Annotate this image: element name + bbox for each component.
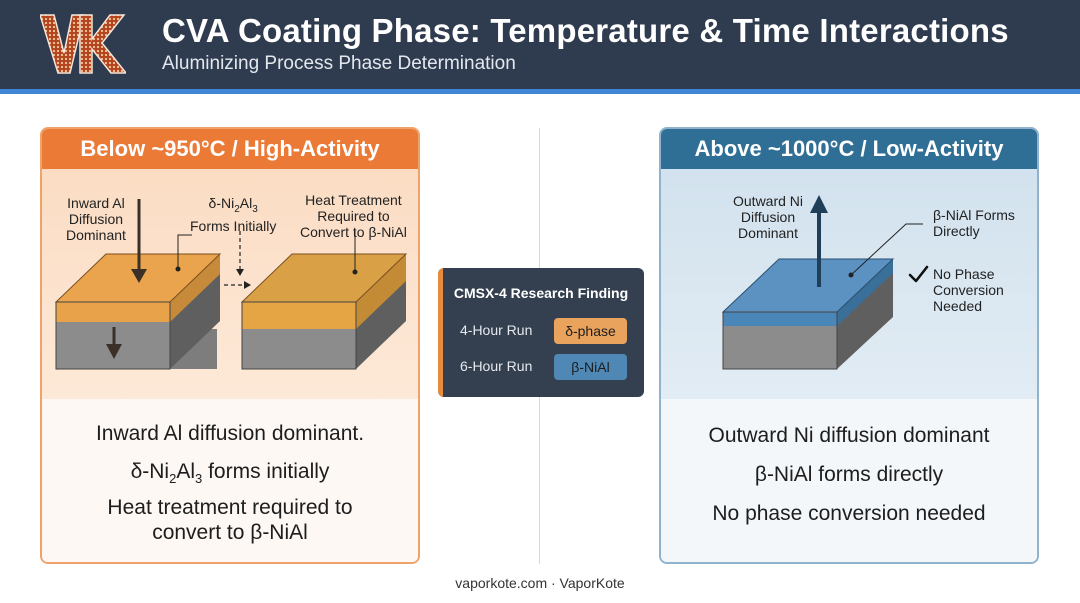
left-illustration: Inward Al Diffusion Dominant δ-Ni2Al3 Fo… <box>42 169 418 399</box>
inward-diffusion-label: Inward Al Diffusion Dominant <box>66 195 126 243</box>
right-panel-heading: Above ~1000°C / Low-Activity <box>661 129 1037 169</box>
left-body-line-2: δ-Ni2Al3 forms initially <box>130 460 330 487</box>
delta-forms-label: δ-Ni2Al3 Forms Initially <box>190 195 277 234</box>
coating-block-beta <box>721 258 895 370</box>
outward-diffusion-label: Outward Ni Diffusion Dominant <box>733 193 804 241</box>
right-illustration-svg <box>721 195 929 370</box>
page-title: CVA Coating Phase: Temperature & Time In… <box>162 12 1009 49</box>
down-arrow-icon <box>131 199 147 283</box>
up-arrow-icon <box>810 195 828 287</box>
header-accent-stripe <box>0 89 1080 94</box>
page-subtitle: Aluminizing Process Phase Determination <box>162 53 516 74</box>
right-body-line-3: No phase conversion needed <box>712 502 986 525</box>
no-conversion-label: No Phase Conversion Needed <box>933 266 1004 314</box>
footer-credit: vaporkote.com · VaporKote <box>455 575 625 591</box>
coating-block-delta <box>54 253 222 370</box>
left-panel-high-activity: Below ~950°C / High-Activity <box>40 127 420 564</box>
beta-forms-label: β-NiAl Forms Directly <box>933 207 1015 239</box>
finding-accent-stripe <box>438 268 443 397</box>
right-body-line-1: Outward Ni diffusion dominant <box>708 424 990 447</box>
right-illustration: Outward Ni Diffusion Dominant β-NiAl For… <box>661 169 1037 399</box>
dashed-arrow-icon <box>224 231 251 289</box>
phase-badge-beta: β-NiAl <box>554 354 627 380</box>
right-panel-body: Outward Ni diffusion dominant β-NiAl for… <box>661 399 1037 562</box>
right-panel-low-activity: Above ~1000°C / Low-Activity <box>659 127 1039 564</box>
phase-badge-delta: δ-phase <box>554 318 627 344</box>
right-body-line-2: β-NiAl forms directly <box>754 463 944 486</box>
left-body-line-4: convert to β-NiAl <box>152 521 308 544</box>
left-panel-heading: Below ~950°C / High-Activity <box>42 129 418 169</box>
left-body-line-3: Heat treatment required to <box>107 496 353 519</box>
finding-title: CMSX-4 Research Finding <box>453 285 629 301</box>
left-illustration-svg <box>54 199 408 370</box>
run-label-6h: 6-Hour Run <box>460 358 533 374</box>
heat-treatment-label: Heat Treatment Required to Convert to β-… <box>300 192 407 240</box>
left-body-line-1: Inward Al diffusion dominant. <box>95 422 365 445</box>
run-label-4h: 4-Hour Run <box>460 322 533 338</box>
down-arrow-icon <box>106 327 122 359</box>
checkmark-icon <box>908 265 929 283</box>
coating-block-converted <box>240 253 408 370</box>
vk-logo <box>40 14 126 74</box>
left-panel-body: Inward Al diffusion dominant. δ-Ni2Al3 f… <box>42 399 418 562</box>
header: CVA Coating Phase: Temperature & Time In… <box>0 0 1080 92</box>
research-finding-card: CMSX-4 Research Finding 4-Hour Run δ-pha… <box>438 268 644 397</box>
